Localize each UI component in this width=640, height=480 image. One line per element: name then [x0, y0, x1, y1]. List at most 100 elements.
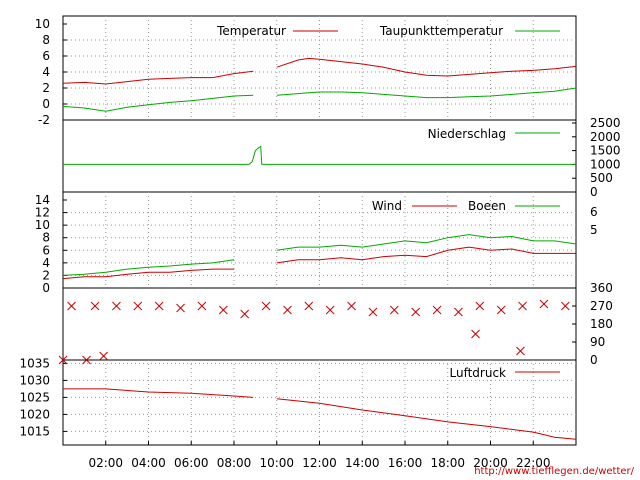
x-tick-label: 20:00: [473, 456, 508, 470]
point-stroke: [154, 301, 164, 311]
x-tick-label: 14:00: [345, 456, 380, 470]
y-tick-label: 8: [42, 231, 50, 245]
wind-direction-point: [304, 301, 314, 311]
wind-direction-point: [539, 299, 549, 309]
y-tick-label: 2: [42, 268, 50, 282]
y-tick-label: 4: [42, 256, 50, 270]
x-tick-label: 06:00: [174, 456, 209, 470]
point-stroke: [347, 301, 356, 311]
wind-direction-point: [475, 301, 485, 311]
x-tick-label: 16:00: [388, 456, 423, 470]
wind-direction-point: [133, 301, 143, 311]
point-stroke: [560, 301, 570, 311]
point-stroke: [218, 305, 228, 315]
point-stroke: [496, 305, 506, 315]
y-tick-label: 1025: [19, 390, 50, 404]
series-luftdruck: [63, 388, 577, 440]
series-boeen: [62, 234, 577, 276]
y-tick-label: 14: [35, 193, 50, 207]
wind-direction-point: [197, 301, 207, 311]
wind-direction-point: [58, 355, 68, 365]
y2-tick-label: 6: [590, 205, 598, 219]
wind-direction-point: [240, 309, 250, 319]
source-url[interactable]: http://www.tiefflegen.de/wetter/: [474, 466, 634, 477]
wind-direction-point: [176, 303, 185, 313]
y2-tick-label: 5: [590, 223, 598, 237]
point-stroke: [518, 301, 527, 311]
y-tick-label: 0: [590, 185, 598, 199]
wind-direction-point: [154, 301, 164, 311]
point-stroke: [432, 305, 442, 315]
y-tick-label: 1015: [19, 424, 50, 438]
y-tick-label: 90: [590, 335, 605, 349]
point-stroke: [90, 301, 100, 311]
y-tick-label: 10: [35, 17, 50, 31]
wind-direction-point: [261, 301, 271, 311]
point-stroke: [82, 355, 91, 365]
x-tick-label: 04:00: [131, 456, 166, 470]
y-tick-label: 1030: [19, 373, 50, 387]
point-stroke: [471, 329, 480, 339]
point-stroke: [368, 307, 378, 317]
legend-taupunkttemperatur: Taupunkttemperatur: [379, 24, 503, 38]
series-temperatur: [62, 57, 577, 85]
wind-direction-point: [560, 301, 570, 311]
y-tick-label: 180: [590, 317, 613, 331]
legend-luftdruck: Luftdruck: [449, 366, 506, 380]
series-wind: [62, 246, 576, 280]
point-stroke: [454, 307, 463, 317]
point-stroke: [516, 346, 525, 356]
x-tick-label: 02:00: [88, 456, 123, 470]
x-tick-label: 08:00: [217, 456, 252, 470]
x-tick-label: 22:00: [516, 456, 551, 470]
point-stroke: [58, 355, 68, 365]
y-tick-label: 500: [590, 171, 613, 185]
y-tick-label: 1020: [19, 407, 50, 421]
point-stroke: [67, 301, 76, 311]
y-tick-label: 4: [42, 65, 50, 79]
point-stroke: [133, 301, 143, 311]
point-stroke: [176, 303, 185, 313]
point-stroke: [261, 301, 271, 311]
wind-direction-point: [90, 301, 100, 311]
legend-boeen: Boeen: [468, 199, 506, 213]
wind-direction-point: [518, 301, 527, 311]
point-stroke: [539, 299, 549, 309]
y-tick-label: 1000: [590, 157, 621, 171]
y-tick-label: 2500: [590, 116, 621, 130]
panel-wind-direction-frame: [62, 287, 577, 361]
wind-direction-point: [112, 301, 121, 311]
point-stroke: [325, 305, 335, 315]
point-stroke: [475, 301, 485, 311]
wind-direction-point: [67, 301, 76, 311]
x-tick-label: 12:00: [302, 456, 337, 470]
wind-direction-point: [496, 305, 506, 315]
point-stroke: [304, 301, 314, 311]
series-taupunkttemperatur: [62, 87, 577, 112]
wind-direction-point: [99, 351, 108, 361]
wind-direction-point: [516, 346, 525, 356]
point-stroke: [283, 305, 292, 315]
grid-layer: [63, 16, 576, 445]
y-tick-label: 6: [42, 49, 50, 63]
y-tick-label: -2: [38, 113, 50, 127]
wind-direction-point: [347, 301, 356, 311]
wind-direction-point: [411, 307, 421, 317]
y-tick-label: 360: [590, 281, 613, 295]
point-stroke: [411, 307, 421, 317]
point-stroke: [197, 301, 207, 311]
wind-direction-point: [389, 305, 399, 315]
legend-niederschlag: Niederschlag: [428, 127, 506, 141]
point-stroke: [112, 301, 121, 311]
y-tick-label: 1035: [19, 356, 50, 370]
legend-temperatur: Temperatur: [216, 24, 286, 38]
y-tick-label: 2000: [590, 130, 621, 144]
wind-direction-point: [283, 305, 292, 315]
wind-direction-point: [368, 307, 378, 317]
y-tick-label: 2: [42, 81, 50, 95]
point-stroke: [99, 351, 108, 361]
y-tick-label: 0: [42, 281, 50, 295]
wind-direction-point: [471, 329, 480, 339]
y-tick-label: 6: [42, 243, 50, 257]
